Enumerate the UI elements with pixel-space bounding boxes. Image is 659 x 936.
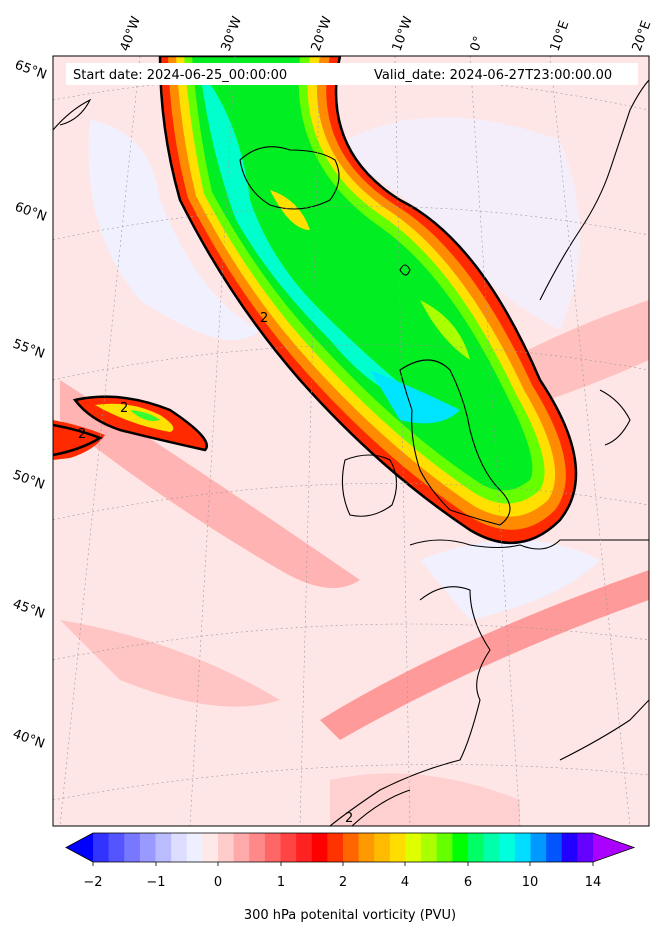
colorbar-swatch [218, 833, 235, 862]
lon-label: 0° [468, 34, 487, 53]
pv-band [320, 570, 649, 740]
colorbar-swatch [186, 833, 203, 862]
lon-label: 10°E [548, 19, 573, 54]
valid-date-label: Valid_date: 2024-06-27T23:00:00.00 [374, 68, 612, 83]
lat-label: 40°N [11, 727, 47, 752]
map-panel: 2 2 2 2 [53, 56, 649, 826]
ireland-coast [341, 454, 398, 517]
colorbar-swatch [124, 833, 141, 862]
coastlines [53, 79, 649, 826]
colorbar-swatch [577, 833, 594, 862]
colorbar [65, 832, 636, 866]
colorbar-swatch [108, 833, 125, 862]
lat-label: 60°N [13, 200, 49, 225]
pv-west-blob [53, 395, 208, 460]
colorbar-swatch [233, 833, 250, 862]
colorbar-tick-label: 2 [339, 875, 347, 890]
contour-label: 2 [78, 427, 86, 442]
contour-label: 2 [345, 811, 353, 826]
morocco-coast [351, 789, 411, 826]
colorbar-tick-label: 6 [464, 875, 472, 890]
norway-coast [539, 79, 649, 301]
colorbar-swatch [264, 833, 281, 862]
colorbar-tick-label: 4 [401, 875, 409, 890]
shetland-coast [399, 264, 411, 276]
colorbar-swatch [171, 833, 188, 862]
colorbar-swatch [389, 833, 406, 862]
colorbar-tick-label: 0 [214, 875, 222, 890]
colorbar-axis-label: 300 hPa potenital vorticity (PVU) [244, 908, 456, 923]
colorbar-extend-min [66, 833, 93, 862]
lon-label: 20°E [630, 19, 655, 54]
colorbar-tick-label: −1 [146, 875, 165, 890]
map-frame [52, 55, 650, 827]
colorbar-swatch [93, 833, 110, 862]
colorbar-swatch [280, 833, 297, 862]
italy-coast [559, 699, 649, 761]
colorbar-tick-label: 1 [277, 875, 285, 890]
colorbar-swatch [546, 833, 563, 862]
pv-band [60, 620, 280, 707]
greenland-coast [53, 98, 92, 131]
colorbar-swatch [499, 833, 516, 862]
colorbar-swatch [343, 833, 360, 862]
colorbar-swatch [249, 833, 266, 862]
colorbar-swatch [358, 833, 375, 862]
colorbar-swatch [139, 833, 156, 862]
colorbar-swatch [155, 833, 172, 862]
colorbar-swatch [483, 833, 500, 862]
contour-label: 2 [260, 311, 268, 326]
colorbar-tick-label: 14 [585, 875, 602, 890]
colorbar-swatch [421, 833, 438, 862]
lat-label: 65°N [13, 58, 49, 83]
lon-label: 30°W [219, 14, 245, 53]
lon-label: 10°W [390, 14, 416, 53]
iceland-coast [239, 146, 340, 210]
lon-label: 20°W [309, 14, 335, 53]
colorbar-swatch [374, 833, 391, 862]
france-iberia-coast [329, 586, 491, 826]
lat-label: 50°N [11, 468, 47, 493]
colorbar-swatch [311, 833, 328, 862]
colorbar-swatch [468, 833, 485, 862]
colorbar-swatch [405, 833, 422, 862]
colorbar-tick-label: −2 [83, 875, 102, 890]
graticule [53, 56, 649, 826]
denmark-coast [599, 389, 631, 446]
lat-label: 45°N [11, 597, 47, 622]
colorbar-extend-max [593, 833, 634, 862]
france-channel-coast [409, 539, 649, 550]
colorbar-tick-label: 10 [522, 875, 539, 890]
great-britain-coast [399, 359, 511, 526]
colorbar-swatch [514, 833, 531, 862]
pv-low-area [88, 120, 260, 340]
pv-low-area [420, 540, 600, 620]
contour-label: 2 [120, 401, 128, 416]
colorbar-swatch [530, 833, 547, 862]
start-date-label: Start date: 2024-06-25_00:00:00 [73, 68, 287, 83]
pv-band [330, 773, 520, 826]
colorbar-swatch [296, 833, 313, 862]
colorbar-swatch [452, 833, 469, 862]
colorbar-swatch [436, 833, 453, 862]
header-box [66, 63, 638, 85]
lon-label: 40°W [118, 14, 144, 53]
colorbar-swatch [202, 833, 219, 862]
lat-label: 55°N [11, 337, 47, 362]
colorbar-swatch [327, 833, 344, 862]
pv-low-area [330, 117, 580, 330]
colorbar-swatch [561, 833, 578, 862]
